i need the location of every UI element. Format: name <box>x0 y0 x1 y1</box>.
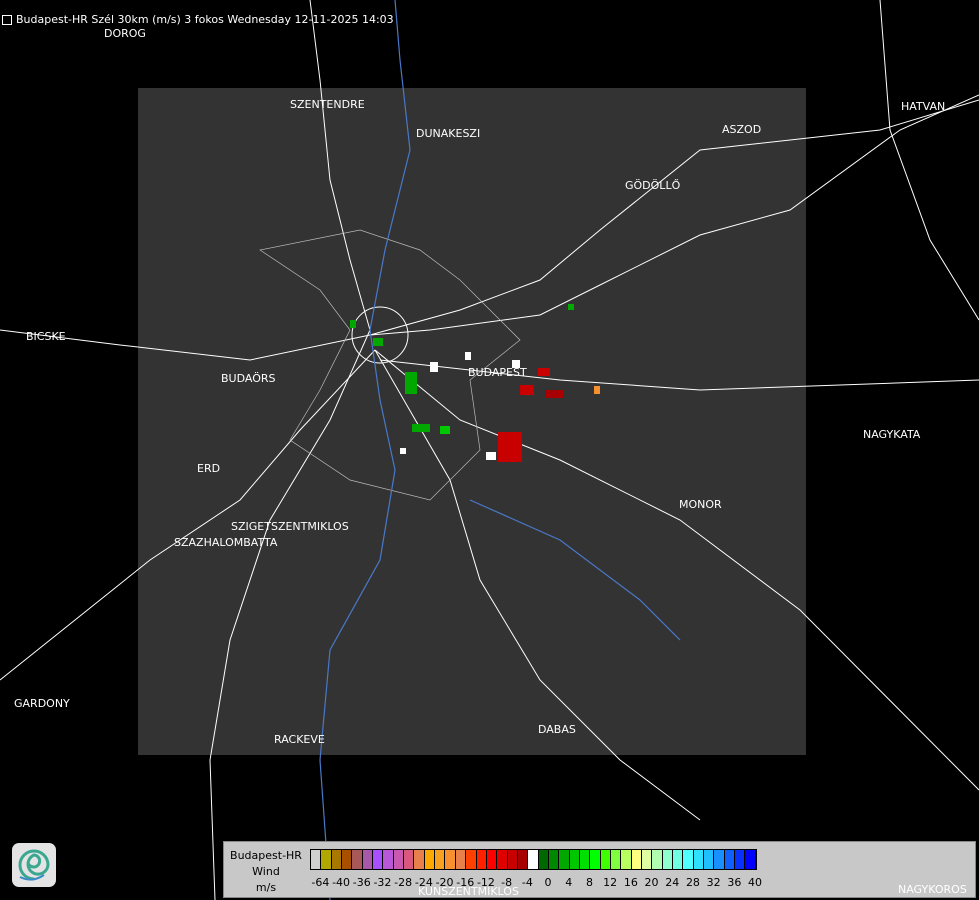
menu-icon[interactable] <box>2 15 12 25</box>
city-label: SZAZHALOMBATTA <box>174 536 278 549</box>
legend-source: Budapest-HR <box>230 849 302 862</box>
legend-tick-label: -32 <box>373 876 392 889</box>
swirl-logo-icon <box>12 843 56 887</box>
legend-tick-label: -64 <box>311 876 330 889</box>
legend-tick-label: 0 <box>544 876 552 889</box>
legend-color-cell <box>435 850 446 869</box>
danube-river <box>319 0 681 900</box>
city-label: RACKEVE <box>274 733 325 746</box>
legend-tick-label: -20 <box>435 876 454 889</box>
legend-color-cell <box>352 850 363 869</box>
legend-tick-label: 28 <box>685 876 700 889</box>
city-label: GARDONY <box>14 697 70 710</box>
legend-color-cell <box>466 850 477 869</box>
city-label: BUDAÖRS <box>221 372 276 385</box>
legend-color-cell <box>652 850 663 869</box>
city-label: HATVAN <box>901 100 946 113</box>
legend-color-cell <box>642 850 653 869</box>
map-title: Budapest-HR Szél 30km (m/s) 3 fokos Wedn… <box>16 13 394 26</box>
legend-tick-label: -28 <box>394 876 413 889</box>
city-label: NAGYKOROS <box>898 883 967 896</box>
legend-tick-label: 12 <box>603 876 618 889</box>
legend-color-bar <box>310 849 757 870</box>
legend-tick-label: 36 <box>727 876 742 889</box>
legend-color-cell <box>673 850 684 869</box>
legend-color-cell <box>714 850 725 869</box>
legend-color-cell <box>331 850 343 869</box>
color-legend: Budapest-HR Wind m/s -64 -40 -36 -32 -28 -24-… <box>223 841 976 898</box>
legend-color-cell <box>486 850 498 869</box>
legend-tick-label: 32 <box>706 876 721 889</box>
legend-tick-label: -8 <box>501 876 513 889</box>
city-label: KUNSZENTMIKLOS <box>418 885 519 898</box>
legend-color-cell <box>373 850 384 869</box>
legend-color-cell <box>569 850 580 869</box>
legend-color-cell <box>590 850 601 869</box>
legend-color-cell <box>735 850 746 869</box>
city-label: SZENTENDRE <box>290 98 365 111</box>
legend-color-cell <box>424 850 436 869</box>
legend-tick-label: 4 <box>565 876 573 889</box>
legend-color-cell <box>497 850 508 869</box>
city-label: BUDAPEST <box>468 366 527 379</box>
legend-color-cell <box>559 850 570 869</box>
radar-coverage-area <box>138 88 806 755</box>
legend-tick-label: 20 <box>644 876 659 889</box>
legend-tick-label: -12 <box>476 876 495 889</box>
legend-unit: m/s <box>255 881 277 894</box>
legend-color-cell <box>538 850 549 869</box>
legend-color-cell <box>393 850 405 869</box>
legend-color-cell <box>704 850 715 869</box>
legend-tick-label: -36 <box>352 876 371 889</box>
city-label: DUNAKESZI <box>416 127 481 140</box>
radar-echoes <box>350 304 600 462</box>
legend-color-cell <box>404 850 415 869</box>
legend-color-cell <box>548 850 560 869</box>
legend-quantity: Wind <box>252 865 280 878</box>
legend-color-cell <box>476 850 487 869</box>
legend-color-cell <box>600 850 611 869</box>
legend-color-cell <box>579 850 591 869</box>
legend-color-cell <box>683 850 694 869</box>
legend-color-cell <box>631 850 642 869</box>
legend-tick-label: 8 <box>585 876 593 889</box>
city-label: NAGYKATA <box>863 428 921 441</box>
city-label: MONOR <box>679 498 722 511</box>
legend-tick-label: -24 <box>414 876 433 889</box>
legend-color-cell <box>507 850 518 869</box>
city-label: DOROG <box>104 27 146 40</box>
legend-tick-label: 40 <box>748 876 763 889</box>
legend-color-cell <box>342 850 353 869</box>
legend-color-cell <box>517 850 529 869</box>
legend-color-cell <box>445 850 456 869</box>
legend-tick-label: -40 <box>332 876 351 889</box>
city-label: BICSKE <box>26 330 66 343</box>
legend-color-cell <box>362 850 374 869</box>
city-label: SZIGETSZENTMIKLOS <box>231 520 349 533</box>
legend-color-cell <box>414 850 425 869</box>
city-label: DABAS <box>538 723 576 736</box>
legend-color-cell <box>383 850 394 869</box>
legend-color-cell <box>455 850 467 869</box>
legend-color-cell <box>662 850 674 869</box>
legend-color-cell <box>724 850 736 869</box>
legend-color-cell <box>693 850 705 869</box>
borders <box>259 229 521 501</box>
city-label: GÖDÖLLŐ <box>625 179 681 192</box>
legend-color-cell <box>610 850 622 869</box>
legend-tick-label: -16 <box>456 876 475 889</box>
city-label: ERD <box>197 462 221 475</box>
legend-tick-label: 16 <box>623 876 638 889</box>
legend-color-cell <box>621 850 632 869</box>
legend-tick-label: 24 <box>665 876 680 889</box>
legend-color-cell <box>745 850 756 869</box>
legend-color-cell <box>311 850 322 869</box>
legend-color-cell <box>528 850 539 869</box>
legend-tick-label: -4 <box>521 876 533 889</box>
city-label: ASZOD <box>722 123 762 136</box>
legend-color-cell <box>321 850 332 869</box>
